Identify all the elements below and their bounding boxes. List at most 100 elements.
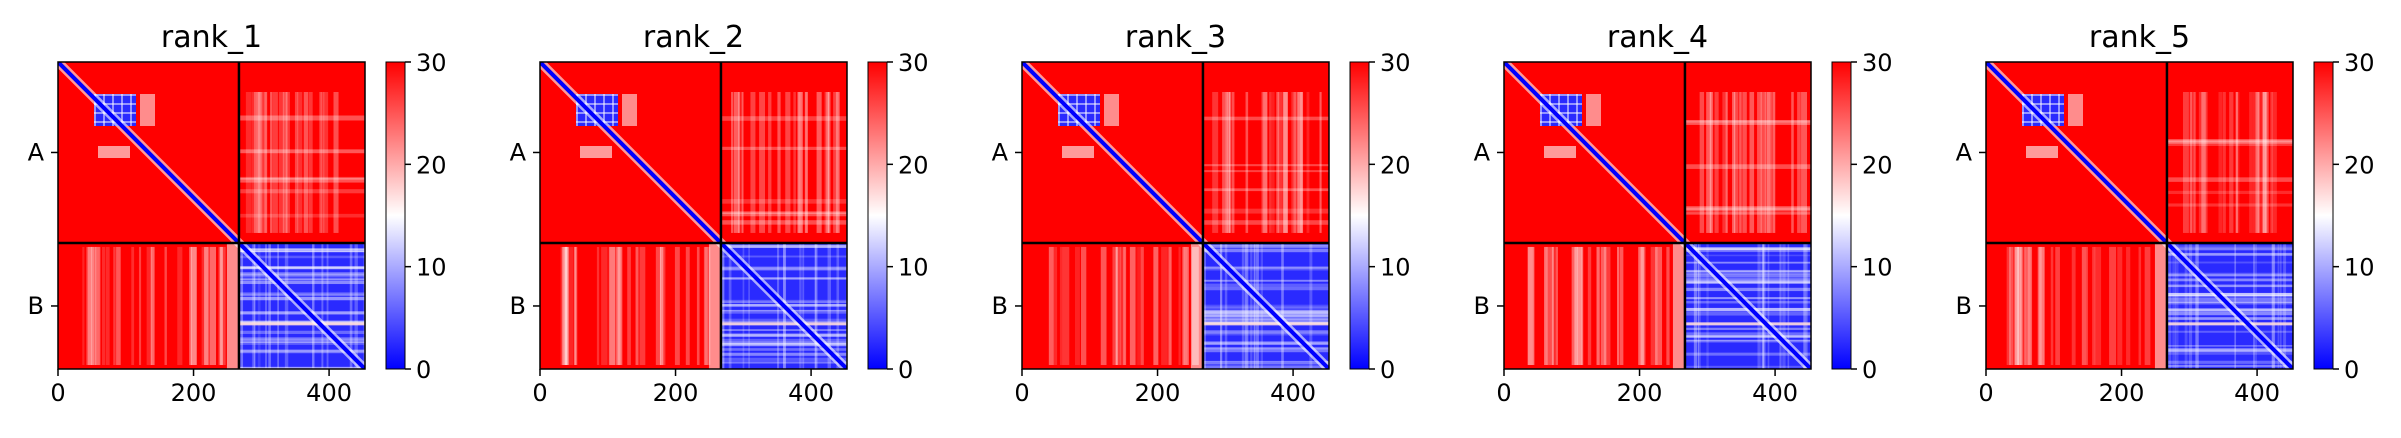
intra-streak [1293,92,1297,233]
b-stripe [1684,247,1811,250]
intra-streak [1277,92,1283,233]
inter-streak [1619,246,1624,365]
intra-streak [2265,92,2269,233]
b-stripe [238,322,365,326]
intra-streak [1699,92,1705,233]
plot-frame [57,61,366,370]
intra-streak [303,92,309,233]
colorbar-tick-label: 0 [416,356,431,384]
b-stripe [1684,246,1811,250]
chart-title: rank_5 [2089,20,2190,55]
b-stripe [720,333,847,337]
inter-streak [94,246,100,365]
b-stripe [1684,332,1811,336]
b-stripe [265,242,267,369]
intra-streak [797,92,801,233]
domain-patch [1540,103,1582,105]
inter-streak [2055,246,2060,365]
b-stripe [2166,284,2293,288]
b-stripe [2166,284,2293,287]
b-stripe [2168,242,2172,369]
b-stripe [238,272,365,276]
intra-streak [2166,203,2293,207]
plot-frame [539,61,848,370]
b-stripe [238,320,365,323]
domain-patch [576,94,578,126]
inter-streak [639,246,646,365]
intra-streak [1261,92,1268,233]
intra-streak [785,92,791,233]
b-stripe [349,242,353,369]
intra-streak [2193,92,2197,233]
inter-streak [1184,246,1189,365]
colorbar-tick-label: 10 [1380,254,1411,282]
inter-streak [191,246,197,365]
inter-streak [708,242,721,369]
intra-streak [2166,141,2293,146]
inter-streak [574,246,577,365]
inter-streak [219,246,226,365]
intra-streak [272,92,278,233]
inter-streak [596,246,600,365]
b-stripe [2166,278,2293,282]
b-stripe [720,255,847,258]
intra-streak [2166,140,2293,144]
inter-streak [209,246,217,365]
b-stripe [284,242,289,369]
b-stripe [2184,242,2188,369]
b-stripe [1684,269,1811,273]
intra-streak [1684,207,1811,212]
b-stripe [1244,242,1247,369]
b-stripe [1684,340,1811,343]
b-stripe [2277,242,2280,369]
b-stripe [238,367,365,369]
inter-streak [568,246,574,365]
b-stripe [1757,242,1761,369]
domain-patch [130,94,132,126]
panel-rank_4: rank_4 0 200 400 A B 0 10 20 30 [1474,20,1893,407]
b-stripe [238,255,365,259]
b-stripe [720,277,847,280]
inter-streak [1052,246,1058,365]
inter-streak [660,246,666,365]
b-stripe [238,350,365,354]
inter-streak [564,246,568,365]
inter-streak [704,246,708,365]
b-stripe [2166,345,2293,347]
b-stripe [721,242,725,369]
b-stripe [1684,281,1811,284]
domain-patch [1558,94,1560,126]
b-stripe [2166,247,2293,251]
intra-streak [759,92,766,233]
inter-streak [1550,246,1554,365]
inter-streak [1115,246,1118,365]
b-stripe [1693,242,1697,369]
colorbar-tick-label: 20 [898,151,929,179]
intra-streak [833,92,839,233]
b-stripe [2166,293,2293,297]
domain-patch [1567,94,1569,126]
b-stripe [720,361,847,364]
b-stripe [238,248,365,253]
intra-streak [2262,92,2266,233]
b-stripe [1684,297,1811,300]
b-stripe [2172,242,2176,369]
b-stripe [1706,242,1709,369]
inter-streak [105,246,110,365]
inter-streak [2085,246,2088,365]
inter-streak [1666,246,1670,365]
intra-streak [1212,92,1219,233]
domain-patch [94,94,96,126]
intra-streak [1684,120,1811,125]
intra-streak [1764,92,1771,233]
inter-streak [565,246,568,365]
b-stripe [720,245,847,248]
inter-streak [2081,246,2086,365]
intra-streak [255,92,262,233]
b-stripe [277,242,279,369]
intra-streak [804,92,808,233]
inter-streak [2117,246,2123,365]
plot-frame [1503,61,1812,370]
intra-streak [1297,92,1303,233]
domain-patch [594,94,596,126]
